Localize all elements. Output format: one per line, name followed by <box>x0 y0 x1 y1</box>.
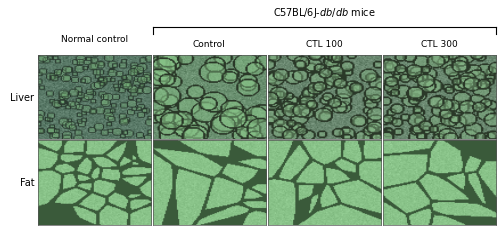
Text: CTL 100: CTL 100 <box>306 39 343 48</box>
Text: Liver: Liver <box>10 93 34 103</box>
Text: Control: Control <box>193 39 226 48</box>
Text: Normal control: Normal control <box>60 35 128 44</box>
Text: Fat: Fat <box>20 178 34 188</box>
Text: CTL 300: CTL 300 <box>421 39 458 48</box>
Text: C57BL/6J-$\mathit{db/db}$ mice: C57BL/6J-$\mathit{db/db}$ mice <box>273 6 376 20</box>
Text: C57BL/6J–: C57BL/6J– <box>0 226 1 227</box>
